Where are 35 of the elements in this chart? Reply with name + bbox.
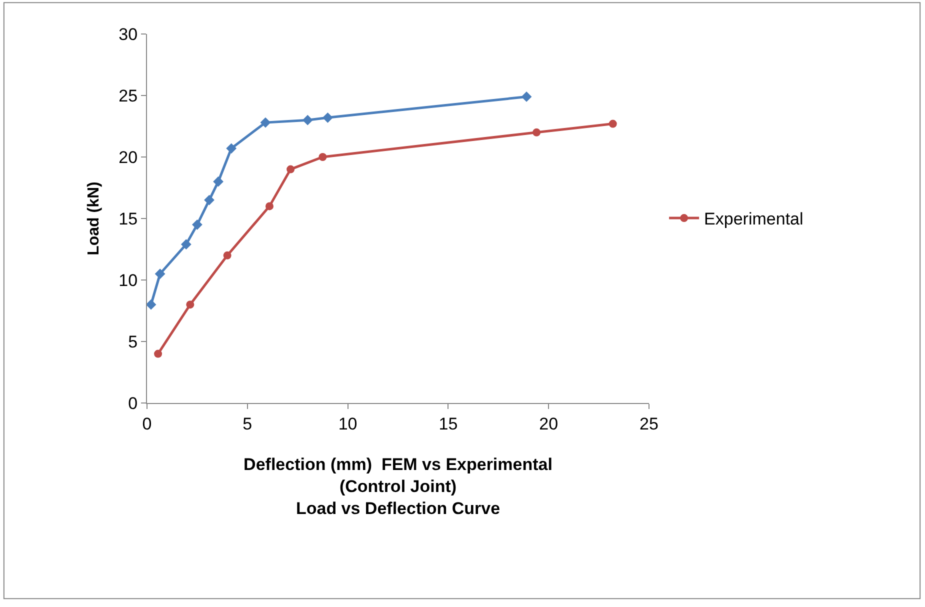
- x-tick-label: 25: [640, 414, 658, 434]
- y-tick-label: 15: [118, 209, 138, 228]
- point: [180, 239, 192, 250]
- point: [226, 143, 237, 154]
- point: [521, 92, 532, 102]
- x-tick-label: 20: [539, 414, 558, 434]
- y-axis-title: Load (kN): [86, 182, 103, 256]
- point: [223, 251, 232, 260]
- x-axis-title: Deflection (mm) FEM vs Experimental (Control Joint) Load vs Deflection Curve: [244, 454, 552, 518]
- point: [186, 300, 194, 309]
- y-tick-label: 25: [118, 86, 138, 106]
- point: [302, 114, 313, 126]
- y-tick-label: 20: [118, 148, 138, 167]
- point: [213, 176, 224, 187]
- legend-label: Experimental: [704, 210, 804, 229]
- y-tick-label: 0: [128, 394, 138, 413]
- point: [260, 117, 271, 128]
- x-tick-label: 0: [142, 414, 152, 434]
- x-tick-label: 10: [338, 414, 358, 434]
- point: [154, 350, 162, 358]
- y-tick-label: 10: [118, 270, 138, 290]
- y-tick-label: 30: [118, 24, 138, 44]
- point: [286, 165, 295, 174]
- point: [265, 202, 274, 210]
- point: [608, 120, 617, 128]
- point: [322, 112, 333, 123]
- point: [318, 153, 327, 161]
- point: [154, 268, 166, 280]
- x-tick-label: 15: [438, 414, 458, 434]
- point: [147, 299, 156, 310]
- point: [532, 128, 541, 136]
- point: [192, 219, 202, 230]
- y-tick-label: 5: [128, 332, 138, 352]
- x-tick-label: 5: [242, 414, 252, 434]
- point: [204, 194, 214, 206]
